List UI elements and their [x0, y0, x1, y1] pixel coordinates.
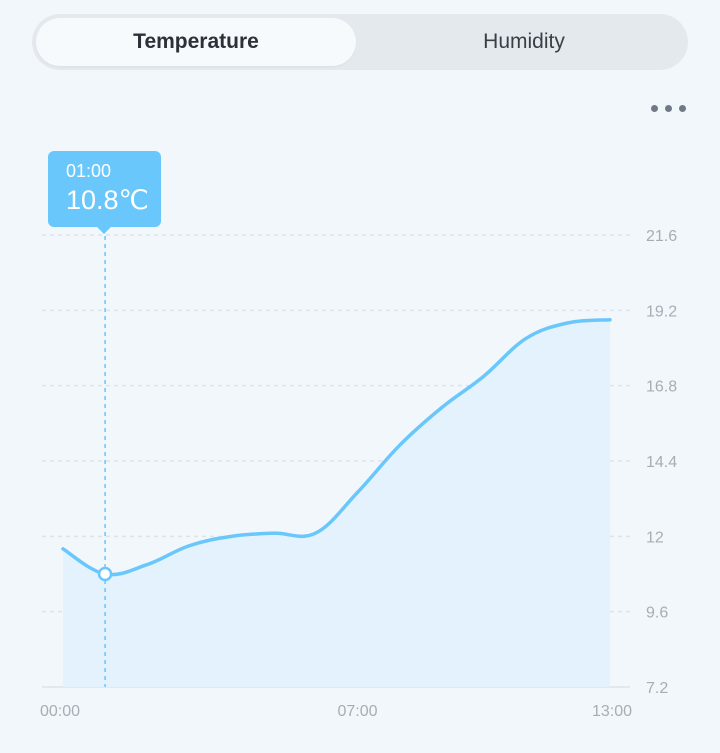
- tab-humidity[interactable]: Humidity: [483, 30, 565, 53]
- tooltip-pointer: [97, 227, 111, 234]
- more-dot: [650, 104, 658, 112]
- y-tick-label: 14.4: [646, 454, 677, 471]
- more-dot: [678, 104, 686, 112]
- series-area: [63, 319, 610, 687]
- x-tick-label: 13:00: [592, 703, 632, 720]
- metric-tab-bar: Temperature Humidity: [32, 14, 688, 70]
- value-tooltip: 01:00 10.8℃: [48, 151, 161, 234]
- highlight-point: [97, 566, 113, 582]
- tab-temperature[interactable]: Temperature: [36, 18, 356, 66]
- tooltip-value: 10.8℃: [66, 185, 149, 215]
- y-tick-label: 16.8: [646, 379, 677, 396]
- x-tick-label: 07:00: [338, 703, 378, 720]
- tooltip-time: 01:00: [66, 161, 112, 181]
- more-options-icon[interactable]: [644, 96, 692, 120]
- y-tick-label: 21.6: [646, 228, 677, 245]
- y-tick-label: 7.2: [646, 680, 668, 697]
- more-dot: [664, 104, 672, 112]
- y-tick-label: 19.2: [646, 303, 677, 320]
- series-line: [61, 318, 612, 577]
- y-tick-label: 12: [646, 529, 664, 546]
- y-tick-label: 9.6: [646, 605, 668, 622]
- x-tick-label: 00:00: [40, 703, 80, 720]
